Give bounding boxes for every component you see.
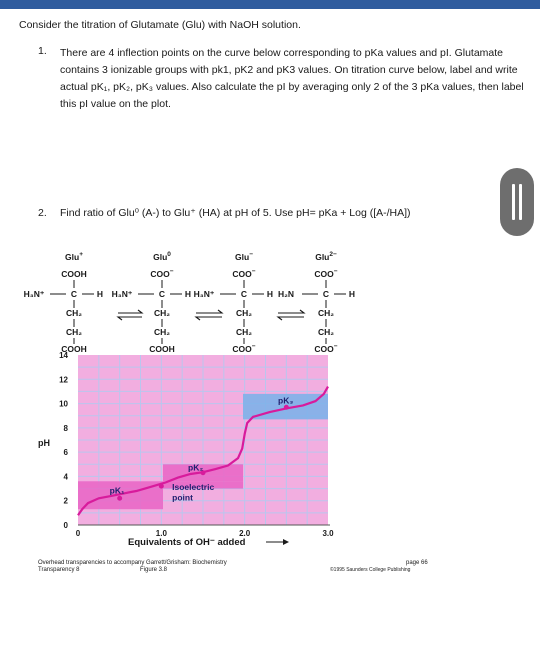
footer-figure-number: Figure 3.8 <box>140 567 168 573</box>
species-name: Glu0 <box>153 251 171 262</box>
species-name: Glu− <box>235 251 253 262</box>
y-tick-label: 0 <box>64 521 69 530</box>
methylene-group: CH₂ <box>318 327 334 337</box>
grip-line-icon <box>519 184 522 220</box>
amino-group: H₃N⁺ <box>194 289 215 299</box>
y-axis-label: pH <box>38 438 50 448</box>
methylene-group: CH₂ <box>66 308 82 318</box>
species-glu-zero: Glu0 COO− H₃N⁺ C H CH₂ CH₂ COOH <box>112 251 191 354</box>
y-tick-labels: 0 2 4 6 8 10 12 14 <box>59 351 68 530</box>
isoelectric-point-marker <box>158 483 164 489</box>
amino-group: H₃N⁺ <box>112 289 133 299</box>
intro-text: Consider the titration of Glutamate (Glu… <box>19 19 301 31</box>
methylene-group: CH₂ <box>236 327 252 337</box>
species-glu-minus: Glu− COO− H₃N⁺ C H CH₂ CH₂ COO− <box>194 251 273 354</box>
alpha-hydrogen: H <box>97 289 103 299</box>
carboxyl-group: COO− <box>232 268 255 279</box>
carboxyl-group: COOH <box>61 269 87 279</box>
pk1-label: pK₁ <box>110 485 125 495</box>
methylene-group: CH₂ <box>66 327 82 337</box>
side-chain-carboxyl: COOH <box>61 344 87 354</box>
y-tick-label: 6 <box>64 448 69 457</box>
equilibrium-arrow-icon <box>194 309 224 321</box>
amino-group: H₃N⁺ <box>24 289 45 299</box>
species-name: Glu2− <box>315 251 337 262</box>
alpha-carbon: C <box>71 289 77 299</box>
pk3-point <box>283 404 289 410</box>
x-axis-label: Equivalents of OH⁻ added <box>128 537 246 548</box>
isoelectric-label-line2: point <box>172 493 193 503</box>
pk1-point <box>117 495 123 501</box>
species-glu-2minus: Glu2− COO− H₂N C H CH₂ CH₂ COO− <box>278 251 355 354</box>
methylene-group: CH₂ <box>236 308 252 318</box>
alpha-hydrogen: H <box>185 289 191 299</box>
top-accent-bar <box>0 0 540 9</box>
carboxyl-group: COO− <box>150 268 173 279</box>
equilibrium-arrow-icon <box>276 309 306 321</box>
carboxyl-group: COO− <box>314 268 337 279</box>
question-1-text: There are 4 inflection points on the cur… <box>60 47 524 110</box>
footer-page: page 66 <box>406 560 428 566</box>
grip-line-icon <box>512 184 515 220</box>
methylene-group: CH₂ <box>154 327 170 337</box>
x-tick-labels: 0 1.0 2.0 3.0 <box>76 529 334 538</box>
footer-transparency: Transparency 8 <box>38 567 80 573</box>
question-2-text: Find ratio of Glu⁰ (A-) to Glu⁺ (HA) at … <box>60 207 411 219</box>
side-chain-carboxyl: COO− <box>232 343 255 354</box>
x-tick-label: 0 <box>76 529 81 538</box>
y-tick-label: 12 <box>59 375 68 384</box>
amino-group: H₂N <box>278 289 294 299</box>
plot-grid <box>78 355 328 525</box>
titration-curve <box>77 386 329 516</box>
isoelectric-label: Isoelectric <box>172 482 214 492</box>
equilibrium-arrow-icon <box>116 309 144 321</box>
question-1-number: 1. <box>38 45 47 57</box>
question-2: 2. Find ratio of Glu⁰ (A-) to Glu⁺ (HA) a… <box>38 207 411 219</box>
footer-credit: Overhead transparencies to accompany Gar… <box>38 560 227 566</box>
y-tick-label: 8 <box>64 424 69 433</box>
methylene-group: CH₂ <box>154 308 170 318</box>
x-tick-label: 1.0 <box>156 529 168 538</box>
species-glu-plus: Glu+ COOH H₃N⁺ C H CH₂ CH₂ COOH <box>24 251 103 354</box>
pk2-label: pK₂ <box>188 462 203 472</box>
footer-copyright: ©1995 Saunders College Publishing <box>330 566 411 573</box>
methylene-group: CH₂ <box>318 308 334 318</box>
y-tick-label: 14 <box>59 351 68 360</box>
scroll-handle[interactable] <box>500 168 534 236</box>
alpha-carbon: C <box>159 289 165 299</box>
alpha-hydrogen: H <box>349 289 355 299</box>
y-tick-label: 4 <box>64 472 69 481</box>
x-tick-label: 3.0 <box>322 529 334 538</box>
alpha-carbon: C <box>323 289 329 299</box>
y-tick-label: 2 <box>64 497 69 506</box>
side-chain-carboxyl: COO− <box>314 343 337 354</box>
alpha-hydrogen: H <box>267 289 273 299</box>
question-2-number: 2. <box>38 207 47 219</box>
pk2-point <box>200 470 206 476</box>
alpha-carbon: C <box>241 289 247 299</box>
species-name: Glu+ <box>65 251 83 262</box>
titration-figure: Glu+ COOH H₃N⁺ C H CH₂ CH₂ COOH Glu0 COO− H₃N⁺ C H C… <box>0 240 540 600</box>
side-chain-carboxyl: COOH <box>149 344 175 354</box>
y-tick-label: 10 <box>59 400 68 409</box>
pk3-label: pK₃ <box>278 396 293 406</box>
x-tick-label: 2.0 <box>239 529 251 538</box>
